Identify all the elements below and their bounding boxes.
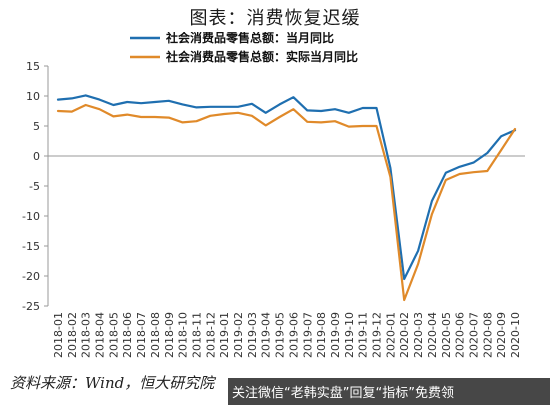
x-tick-label: 2018-01 <box>52 312 65 358</box>
x-tick-label: 2020-08 <box>481 312 494 358</box>
page-title: 图表：消费恢复迟缓 <box>189 8 361 29</box>
x-tick-label: 2019-08 <box>315 312 328 358</box>
x-tick-label: 2020-09 <box>495 312 508 358</box>
watermark-bar <box>228 378 550 405</box>
x-tick-label: 2020-06 <box>454 312 467 358</box>
series-line-2 <box>56 103 517 302</box>
x-tick-label: 2019-11 <box>357 312 370 358</box>
legend-label-2: 社会消费品零售总额：实际当月同比 <box>165 49 358 64</box>
y-tick-label: 5 <box>33 120 40 133</box>
x-tick-label: 2019-07 <box>301 312 314 358</box>
y-tick-label: -5 <box>29 180 40 193</box>
x-tick-label: 2018-11 <box>190 312 203 358</box>
watermark-text: 关注微信“老韩实盘”回复“指标”免费领 <box>232 386 454 401</box>
x-tick-label: 2019-12 <box>371 312 384 358</box>
x-tick-label: 2019-05 <box>274 312 287 358</box>
x-tick-label: 2019-09 <box>329 312 342 358</box>
y-tick-label: 10 <box>26 90 40 103</box>
x-tick-label: 2018-02 <box>66 312 79 358</box>
y-tick-label: -10 <box>22 210 40 223</box>
x-tick-label: 2018-08 <box>149 312 162 358</box>
x-tick-label: 2019-01 <box>218 312 231 358</box>
x-tick-label: 2018-10 <box>177 312 190 358</box>
x-tick-label: 2018-04 <box>94 312 107 358</box>
y-tick-label: -15 <box>22 240 40 253</box>
y-tick-label: 0 <box>33 150 40 163</box>
title-bar <box>0 0 550 32</box>
x-tick-label: 2019-04 <box>260 312 273 358</box>
x-tick-label: 2020-05 <box>440 312 453 358</box>
x-tick-label: 2019-03 <box>246 312 259 358</box>
x-tick-label: 2018-07 <box>135 312 148 358</box>
legend-label-1: 社会消费品零售总额：当月同比 <box>165 30 334 45</box>
x-tick-label: 2020-10 <box>509 312 522 358</box>
x-tick-label: 2020-07 <box>467 312 480 358</box>
x-tick-label: 2018-12 <box>204 312 217 358</box>
y-tick-label: -20 <box>22 270 40 283</box>
source-note: 资料来源：Wind，恒大研究院 <box>10 374 215 392</box>
x-tick-label: 2018-05 <box>107 312 120 358</box>
x-tick-label: 2019-02 <box>232 312 245 358</box>
y-tick-label: 15 <box>26 60 40 73</box>
x-tick-label: 2018-06 <box>121 312 134 358</box>
x-tick-label: 2019-06 <box>287 312 300 358</box>
x-tick-label: 2020-03 <box>412 312 425 358</box>
x-tick-label: 2020-02 <box>398 312 411 358</box>
y-tick-label: -25 <box>22 300 40 313</box>
series-line-1 <box>56 94 517 281</box>
x-tick-label: 2018-09 <box>163 312 176 358</box>
x-tick-label: 2020-04 <box>426 312 439 358</box>
x-tick-label: 2019-10 <box>343 312 356 358</box>
x-tick-label: 2018-03 <box>80 312 93 358</box>
x-tick-label: 2020-01 <box>384 312 397 358</box>
